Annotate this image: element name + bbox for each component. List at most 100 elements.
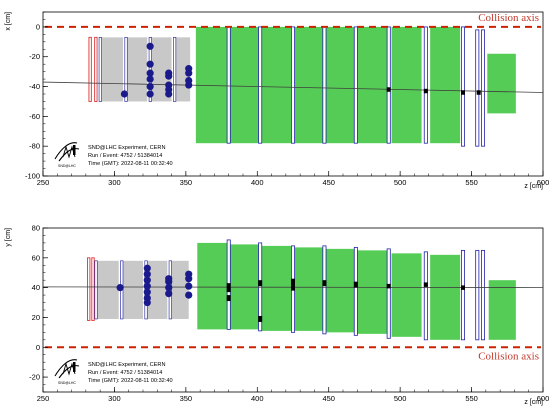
- muon-plane: [226, 26, 231, 144]
- x-tick-label: 400: [251, 178, 264, 187]
- collision-axis-label: Collision axis: [478, 12, 539, 24]
- y-tick-label: 80: [32, 224, 40, 233]
- muon-plane: [386, 248, 391, 339]
- x-tick-label: 350: [180, 178, 193, 187]
- scifi-hit: [165, 275, 173, 283]
- scifi-plane: [148, 36, 152, 102]
- muon-plane: [353, 246, 358, 336]
- panel-top-zx: Collision axis 250 300 350 400 450 500 550 600 -1…: [5, 11, 549, 190]
- target-wall: [97, 260, 119, 319]
- muon-wall: [294, 247, 323, 331]
- scifi-hit: [185, 291, 193, 299]
- info-experiment: SND@LHC Experiment, CERN: [88, 145, 165, 151]
- target-wall: [127, 37, 148, 102]
- muon-wall: [357, 250, 388, 334]
- muon-plane: [258, 26, 263, 144]
- muon-hit: [476, 90, 481, 95]
- muon-plane: [290, 26, 295, 144]
- muon-hit: [423, 282, 428, 287]
- scifi-hit: [146, 60, 154, 68]
- scifi-plane: [124, 36, 128, 102]
- scifi-hit: [143, 282, 151, 290]
- muon-hit: [353, 281, 358, 288]
- scifi-plane: [173, 36, 177, 102]
- muon-plane: [460, 249, 465, 341]
- muon-wall: [325, 26, 355, 144]
- scifi-hit: [185, 282, 193, 290]
- x-tick-label: 500: [394, 178, 407, 187]
- muon-plane: [480, 249, 485, 341]
- muon-hit: [258, 315, 263, 322]
- y-tick-label: -20: [29, 373, 40, 382]
- muon-hit: [423, 88, 428, 94]
- logo-curve: [58, 365, 80, 379]
- y-tick-label: 0: [36, 343, 40, 352]
- scifi-hit: [143, 264, 151, 272]
- muon-wall: [391, 253, 422, 337]
- scifi-hit: [185, 69, 193, 77]
- veto-bar: [88, 36, 92, 102]
- logo-curve: [54, 359, 78, 377]
- y-tick-label: 20: [32, 313, 40, 322]
- y-tick-label: -60: [29, 112, 40, 121]
- scifi-hit: [146, 75, 154, 83]
- scifi-hit: [185, 270, 193, 278]
- muon-wall: [488, 280, 516, 340]
- muon-wall: [261, 26, 292, 144]
- muon-plane: [475, 249, 480, 341]
- scifi-hit: [165, 72, 173, 80]
- scifi-hit: [146, 82, 154, 91]
- muon-wall: [325, 248, 355, 333]
- scifi-hit: [143, 288, 151, 296]
- x-tick-label: 250: [37, 394, 50, 403]
- veto-bar: [91, 257, 95, 321]
- muon-plane: [423, 251, 428, 341]
- scifi-hit: [143, 294, 151, 302]
- muon-hit: [322, 280, 327, 287]
- x-tick-label: 500: [394, 394, 407, 403]
- target-wall: [123, 260, 143, 319]
- muon-hit: [226, 295, 231, 302]
- logo-text: SND@LHC: [58, 381, 76, 385]
- muon-hit: [291, 278, 295, 291]
- y-tick-label: 0: [36, 22, 40, 31]
- x-tick-label: 300: [108, 394, 121, 403]
- logo-bar: [73, 145, 76, 155]
- muon-hit: [386, 283, 391, 289]
- muon-plane: [322, 245, 327, 335]
- logo-curve: [58, 148, 80, 162]
- muon-plane: [460, 26, 465, 147]
- scifi-plane: [98, 36, 102, 102]
- muon-wall: [261, 245, 292, 331]
- y-axis-title: x [cm]: [5, 12, 12, 31]
- muon-wall: [294, 26, 323, 144]
- x-tick-label: 550: [465, 394, 478, 403]
- info-time: Time (GMT): 2022-08-11 00:32:40: [88, 378, 173, 384]
- muon-wall: [430, 26, 461, 144]
- scifi-hit: [165, 90, 173, 98]
- muon-wall: [197, 242, 228, 330]
- muon-wall: [230, 26, 259, 144]
- y-axis-title: y [cm]: [5, 228, 12, 247]
- x-tick-label: 600: [537, 394, 550, 403]
- y-tick-label: 40: [32, 283, 40, 292]
- target-wall: [171, 260, 189, 319]
- info-run-event: Run / Event: 4752 / 51384014: [88, 370, 162, 376]
- x-tick-label: 450: [322, 178, 335, 187]
- x-tick-label: 400: [251, 394, 264, 403]
- x-tick-label: 300: [108, 178, 121, 187]
- muon-wall: [430, 254, 461, 340]
- scifi-hit: [146, 90, 154, 98]
- y-tick-label: -40: [29, 82, 40, 91]
- scifi-hit: [143, 276, 151, 284]
- snd-lhc-logo: SND@LHC: [54, 359, 80, 385]
- logo-text: SND@LHC: [58, 164, 76, 168]
- x-tick-label: 450: [322, 394, 335, 403]
- y-tick-label: -100: [25, 172, 40, 181]
- scifi-hit: [146, 42, 154, 50]
- scifi-hit: [116, 284, 124, 292]
- muon-hit: [258, 280, 263, 287]
- target-wall: [147, 260, 168, 319]
